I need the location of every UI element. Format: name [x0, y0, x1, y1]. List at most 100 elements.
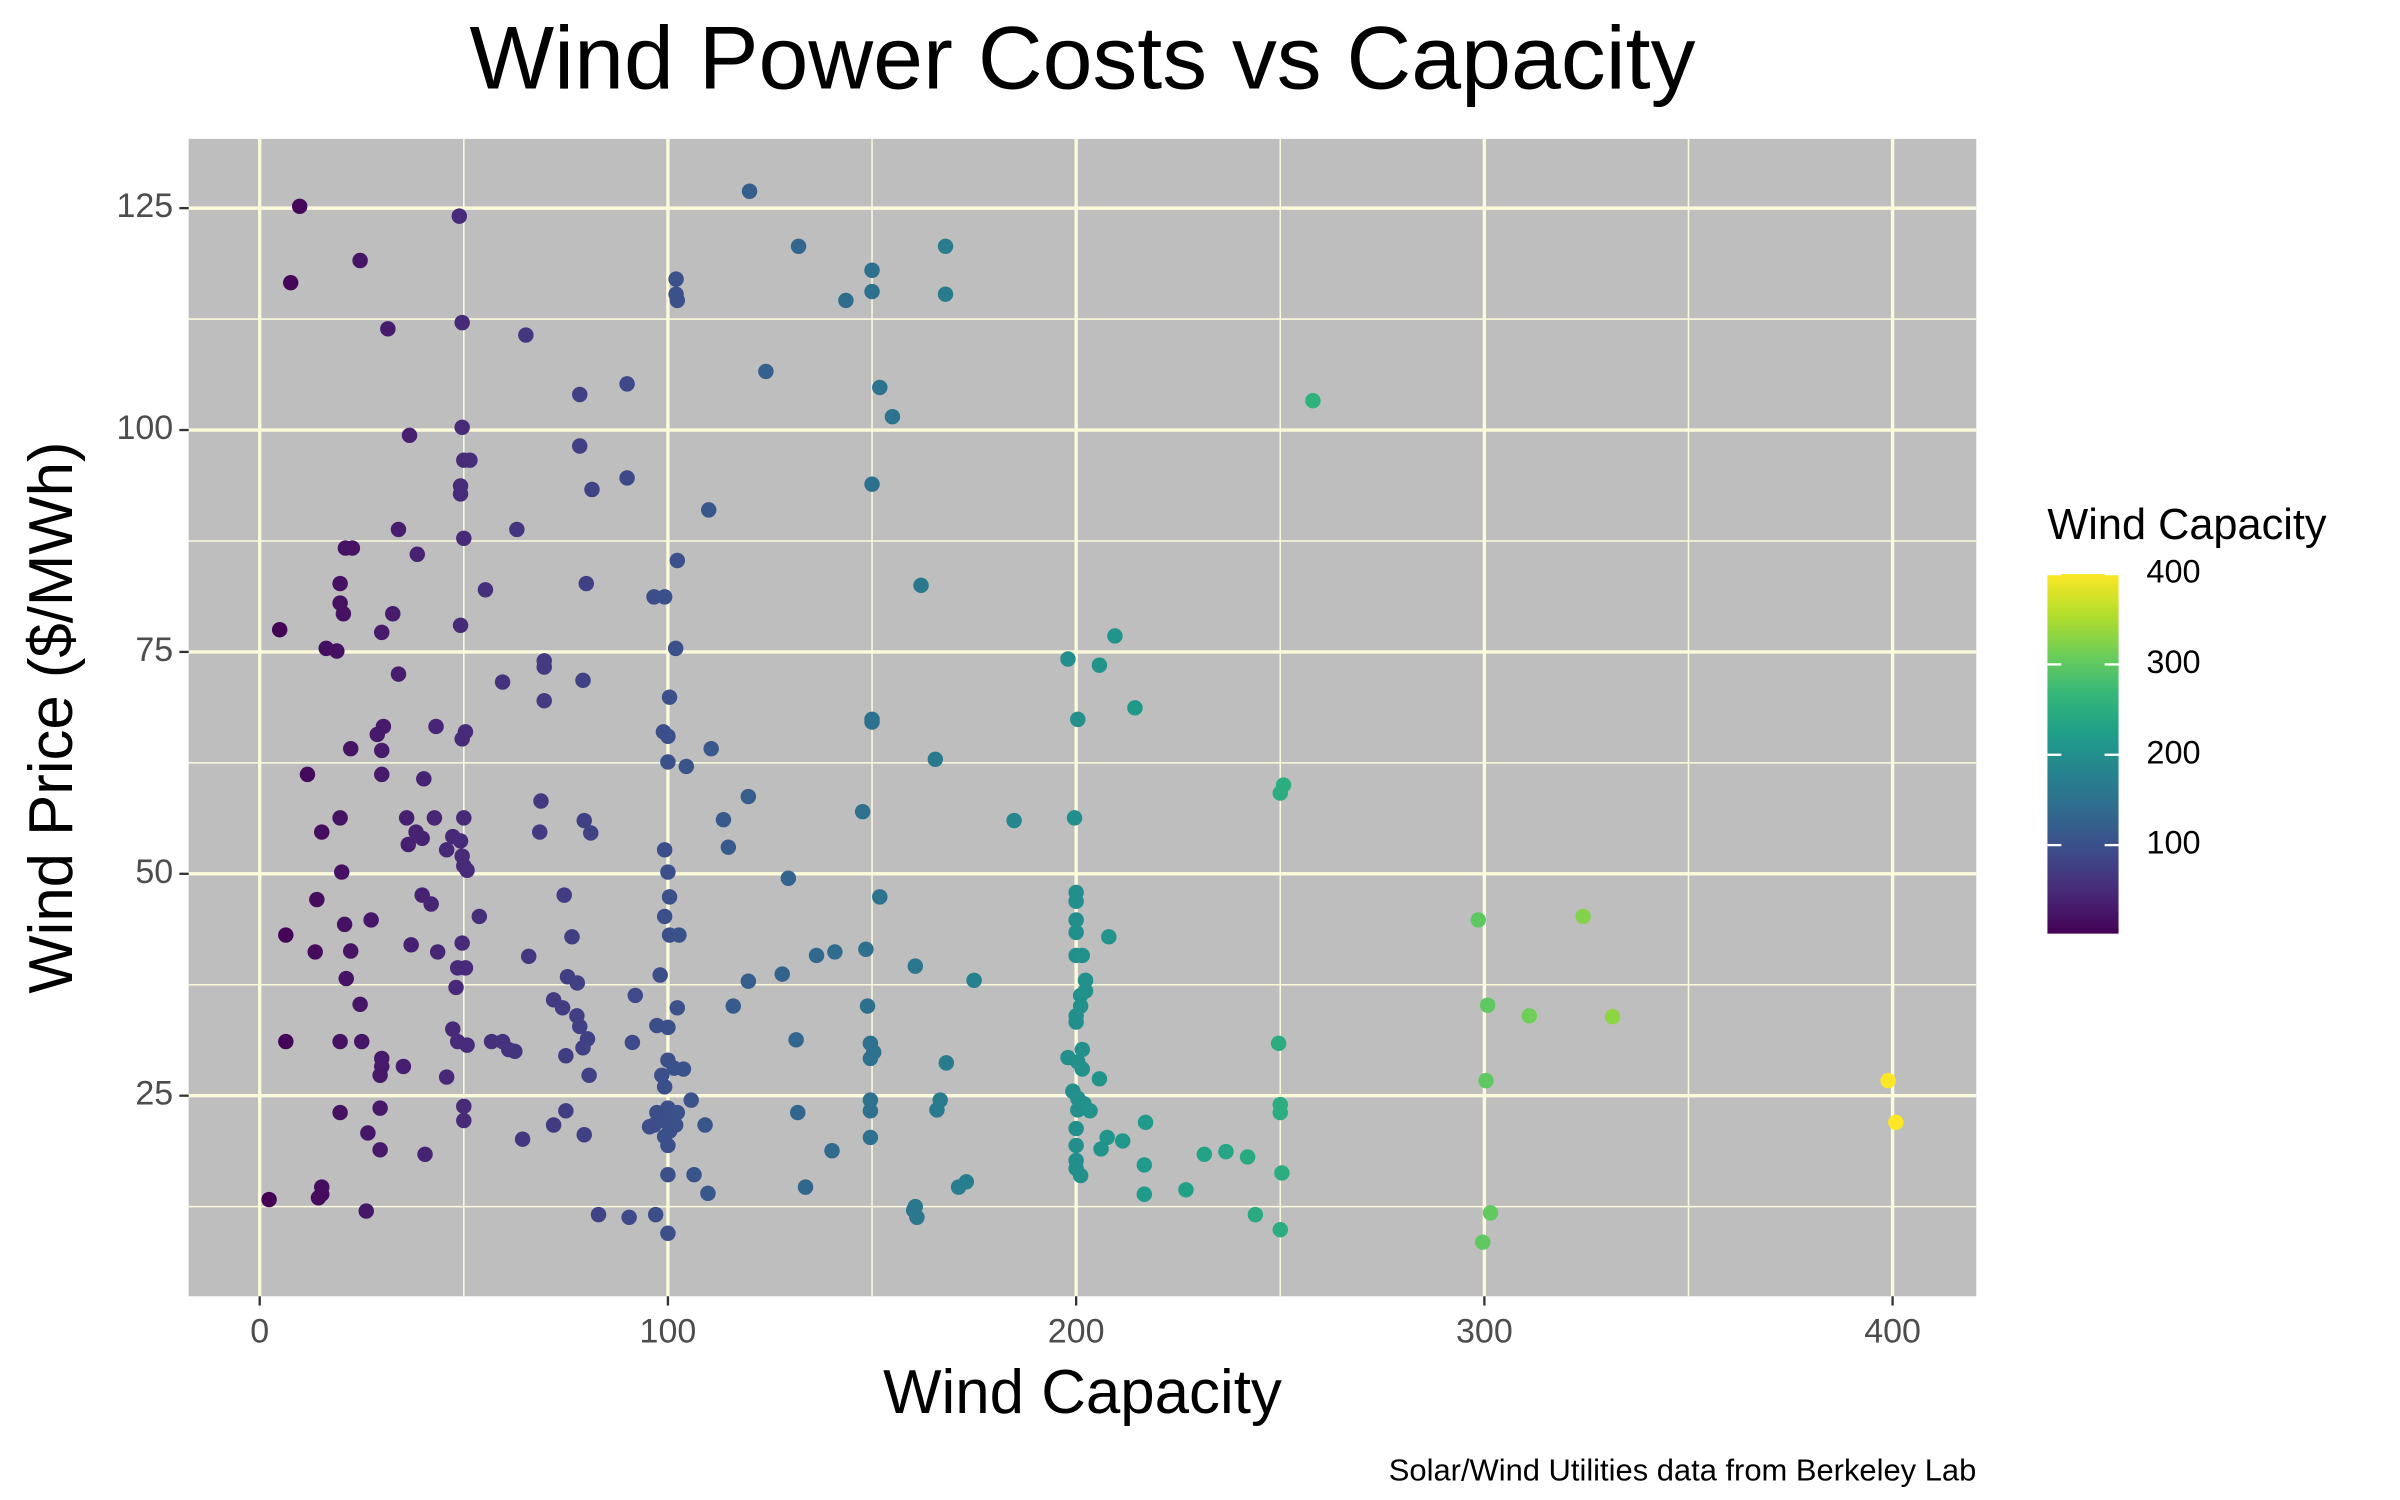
point [329, 643, 345, 659]
point [307, 944, 323, 960]
point [808, 947, 825, 964]
point [1068, 924, 1084, 941]
point [584, 481, 600, 498]
y-tick-label: 50 [135, 853, 173, 891]
point [398, 810, 415, 826]
point [1272, 1222, 1288, 1238]
point [581, 1067, 597, 1084]
point [569, 975, 586, 991]
point [409, 546, 425, 562]
legend-title: Wind Capacity [2047, 501, 2326, 549]
point [452, 617, 469, 634]
point [554, 1000, 571, 1016]
point [445, 1021, 461, 1037]
point [668, 271, 684, 287]
point [937, 238, 954, 255]
point [1101, 929, 1117, 945]
point [1478, 1072, 1494, 1089]
point [1272, 785, 1288, 801]
point [454, 935, 470, 951]
point [452, 833, 469, 849]
point [578, 575, 595, 592]
point [438, 842, 455, 858]
point [278, 1033, 294, 1050]
point [1093, 1141, 1109, 1157]
point [342, 740, 359, 757]
point [545, 1117, 562, 1133]
point [456, 530, 472, 547]
point [314, 824, 330, 840]
point [564, 929, 580, 945]
point [374, 624, 390, 641]
point [309, 891, 325, 908]
point [332, 1104, 348, 1121]
point [1575, 908, 1591, 925]
point [494, 674, 511, 690]
point [332, 1033, 348, 1050]
point [862, 1050, 879, 1067]
point [507, 1043, 523, 1060]
point [374, 742, 390, 759]
point [572, 438, 588, 454]
point [647, 1206, 664, 1223]
point [483, 1033, 500, 1050]
point [859, 998, 876, 1014]
point [862, 1092, 879, 1108]
point [913, 577, 929, 594]
point [278, 927, 294, 943]
color-bar-label: 200 [2146, 734, 2200, 770]
point [451, 208, 468, 224]
point [862, 1103, 879, 1119]
point [1239, 1149, 1256, 1165]
point [725, 998, 741, 1014]
point [354, 1033, 370, 1050]
point [938, 1055, 955, 1071]
point [335, 606, 352, 622]
point [1060, 651, 1076, 667]
point [1006, 812, 1022, 829]
point [652, 967, 668, 983]
point [1099, 1129, 1115, 1146]
y-tick-label: 25 [135, 1075, 173, 1113]
point [509, 521, 525, 538]
point [1082, 1103, 1098, 1119]
point [656, 842, 673, 858]
point [1136, 1186, 1153, 1202]
point [454, 314, 470, 331]
point [400, 836, 417, 853]
point [649, 1104, 665, 1121]
point [838, 292, 854, 309]
point [1880, 1072, 1896, 1089]
point [438, 1069, 455, 1085]
point [1074, 1041, 1091, 1058]
x-tick-label: 300 [1456, 1312, 1513, 1350]
point [572, 1018, 588, 1035]
point [669, 552, 686, 569]
point [1482, 1205, 1499, 1221]
point [864, 476, 880, 492]
point [862, 1129, 879, 1146]
point [299, 766, 316, 783]
point [824, 1143, 840, 1159]
point [532, 824, 548, 840]
point [740, 788, 757, 805]
point [352, 252, 368, 269]
point [1136, 1157, 1153, 1173]
point [646, 589, 662, 605]
point [416, 771, 432, 787]
point [1070, 711, 1086, 728]
point [372, 1067, 388, 1084]
x-tick-label: 200 [1048, 1312, 1105, 1350]
point [1074, 947, 1091, 964]
point [536, 693, 552, 709]
point [334, 864, 350, 880]
point [937, 286, 954, 302]
point [1091, 657, 1108, 673]
point [1068, 912, 1084, 928]
point [1274, 1165, 1290, 1181]
point [374, 766, 390, 783]
point [390, 521, 407, 538]
point [414, 830, 430, 847]
point [1068, 1014, 1084, 1030]
point [1218, 1143, 1234, 1160]
